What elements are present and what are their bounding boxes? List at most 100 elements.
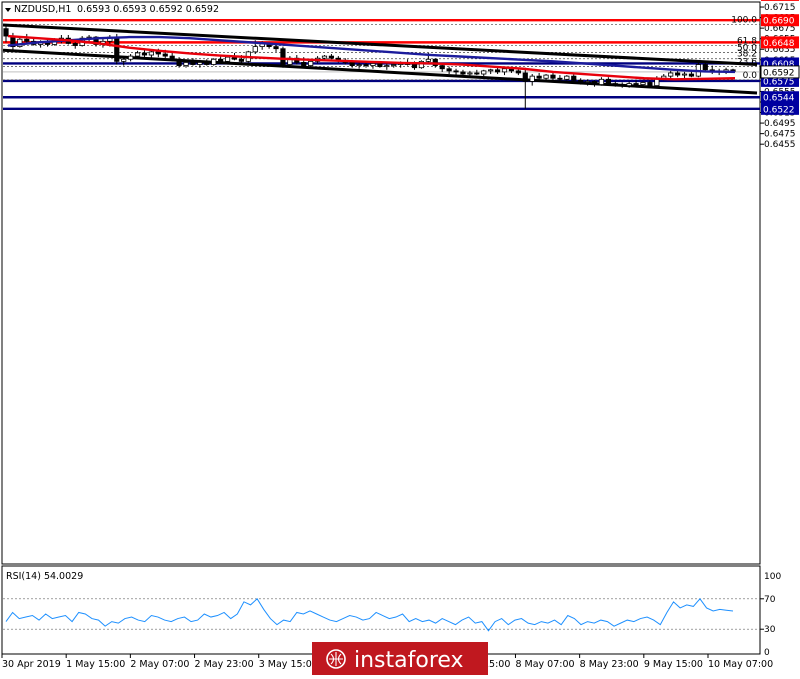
price-tick-label: 0.6455 <box>764 140 796 150</box>
symbol-label: NZDUSD,H1 <box>14 4 71 15</box>
price-panel-frame <box>1 1 761 565</box>
price-level-tag <box>761 91 799 104</box>
candle-body-bear <box>578 79 584 83</box>
candle-body-bear <box>688 73 695 77</box>
moving-average-blue-line <box>7 35 736 74</box>
candle-body-bear <box>571 75 577 81</box>
candle-body-bull <box>224 56 231 62</box>
candle-body-bear <box>162 53 168 57</box>
candle-body-bull <box>252 46 258 53</box>
candle-body-bull <box>121 58 127 62</box>
price-level-tag-label: 0.6648 <box>763 39 795 49</box>
time-tick-label: 8 May 07:00 <box>515 659 574 670</box>
rsi-panel-frame <box>1 565 761 655</box>
candle-body-bear <box>72 43 78 46</box>
candle-body-bull <box>418 60 425 69</box>
candle-body-bear <box>460 71 466 75</box>
candle-body-bear <box>702 64 708 71</box>
price-level-tag-label: 0.6690 <box>763 17 795 27</box>
candle-body-bull <box>183 62 189 66</box>
fibonacci-label: 0.0 <box>743 71 758 81</box>
price-level-tag <box>761 102 799 115</box>
candle-body-bull <box>321 55 328 59</box>
fibonacci-label: 100.0 <box>731 15 757 25</box>
current-price-tag-label: 0.6592 <box>763 68 795 78</box>
candle-body-bear <box>515 70 521 74</box>
candle-body-bear <box>619 84 625 87</box>
candle-body-bear <box>550 74 556 79</box>
time-tick-label: 8 May 23:00 <box>580 659 639 670</box>
price-level-tag <box>761 36 799 49</box>
candle-body-bull <box>598 78 605 85</box>
candle-body-bull <box>391 64 397 66</box>
candle-body-bull <box>481 70 487 75</box>
candle-body-bull <box>501 68 508 73</box>
candle-body-bear <box>453 70 459 73</box>
ohlc-readout: 0.6593 0.6593 0.6592 0.6592 <box>77 4 219 15</box>
rsi-line <box>5 597 734 632</box>
candle-body-bull <box>134 52 141 57</box>
candle-body-bear <box>411 64 418 69</box>
price-level-tag <box>761 57 799 70</box>
current-price-tag <box>760 65 800 79</box>
price-tick-label: 0.6675 <box>764 24 796 34</box>
candle-body-bear <box>176 58 182 66</box>
price-level-tag <box>761 0 799 1</box>
candle-body-bull <box>529 75 535 82</box>
time-tick-label: 10 May 07:00 <box>708 659 773 670</box>
candle-body-bull <box>640 82 646 85</box>
candle-body-bear <box>114 36 120 62</box>
instaforex-watermark: instaforex <box>312 642 488 675</box>
candle-body-bull <box>543 74 549 79</box>
candle-body-bear <box>155 51 161 55</box>
candle-body-bear <box>591 81 598 85</box>
price-tick-label: 0.6735 <box>764 0 796 2</box>
time-tick-label: 30 Apr 2019 <box>2 659 61 670</box>
candle-body-bear <box>280 48 286 65</box>
fibonacci-label: 50.0 <box>737 43 757 53</box>
candle-body-bull <box>384 65 390 68</box>
price-level-tag-label: 0.6522 <box>763 105 795 115</box>
menu-triangle-icon[interactable] <box>5 8 11 12</box>
candle-body-bull <box>370 63 376 66</box>
rsi-tick-label: 30 <box>764 625 776 635</box>
rsi-header: RSI(14) 54.0029 <box>6 571 83 582</box>
price-tick-label: 0.6715 <box>764 3 796 13</box>
price-tick-label: 0.6635 <box>764 45 796 55</box>
candle-body-bear <box>141 52 148 56</box>
rsi-tick-label: 0 <box>764 648 770 658</box>
rsi-tick-label: 70 <box>764 595 776 605</box>
candle-body-bull <box>128 55 134 60</box>
channel-upper-trendline <box>2 23 758 67</box>
moving-average-red-line <box>7 34 736 81</box>
candle-body-bear <box>675 72 681 76</box>
price-tick-label: 0.6475 <box>764 130 796 140</box>
candle-body-bear <box>647 82 653 87</box>
candle-body-bull <box>467 72 473 75</box>
candle-body-bear <box>3 28 9 37</box>
candle-body-bear <box>238 58 245 62</box>
candle-body-bull <box>148 51 154 56</box>
candle-body-bear <box>494 69 501 73</box>
candle-body-bear <box>633 83 639 85</box>
fibonacci-label: 61.8 <box>737 37 757 47</box>
candle-body-bull <box>668 72 674 77</box>
candle-body-bull <box>564 75 570 80</box>
candle-body-bull <box>488 69 494 72</box>
candle-body-bull <box>356 64 362 66</box>
time-tick-label: 9 May 15:00 <box>644 659 703 670</box>
candle-body-bull <box>308 60 314 66</box>
candle-body-bear <box>536 75 542 79</box>
candle-body-bear <box>24 38 30 42</box>
rsi-tick-label: 100 <box>764 572 781 582</box>
price-level-tag-label: 0.6608 <box>763 60 795 70</box>
watermark-text: instaforex <box>354 648 464 673</box>
candle-body-bull <box>626 83 632 87</box>
candle-body-bear <box>273 46 279 50</box>
time-tick-label: 2 May 23:00 <box>195 659 254 670</box>
time-tick-label: 1 May 15:00 <box>66 659 125 670</box>
candle-body-bull <box>681 73 688 76</box>
candle-body-bear <box>328 55 335 59</box>
